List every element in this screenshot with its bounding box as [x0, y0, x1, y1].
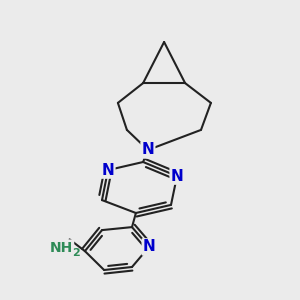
Text: N: N [102, 163, 114, 178]
Text: N: N [142, 142, 154, 158]
Text: N: N [143, 239, 155, 254]
Text: 2: 2 [72, 248, 80, 258]
Text: NH: NH [50, 241, 73, 254]
Text: N: N [171, 169, 183, 184]
